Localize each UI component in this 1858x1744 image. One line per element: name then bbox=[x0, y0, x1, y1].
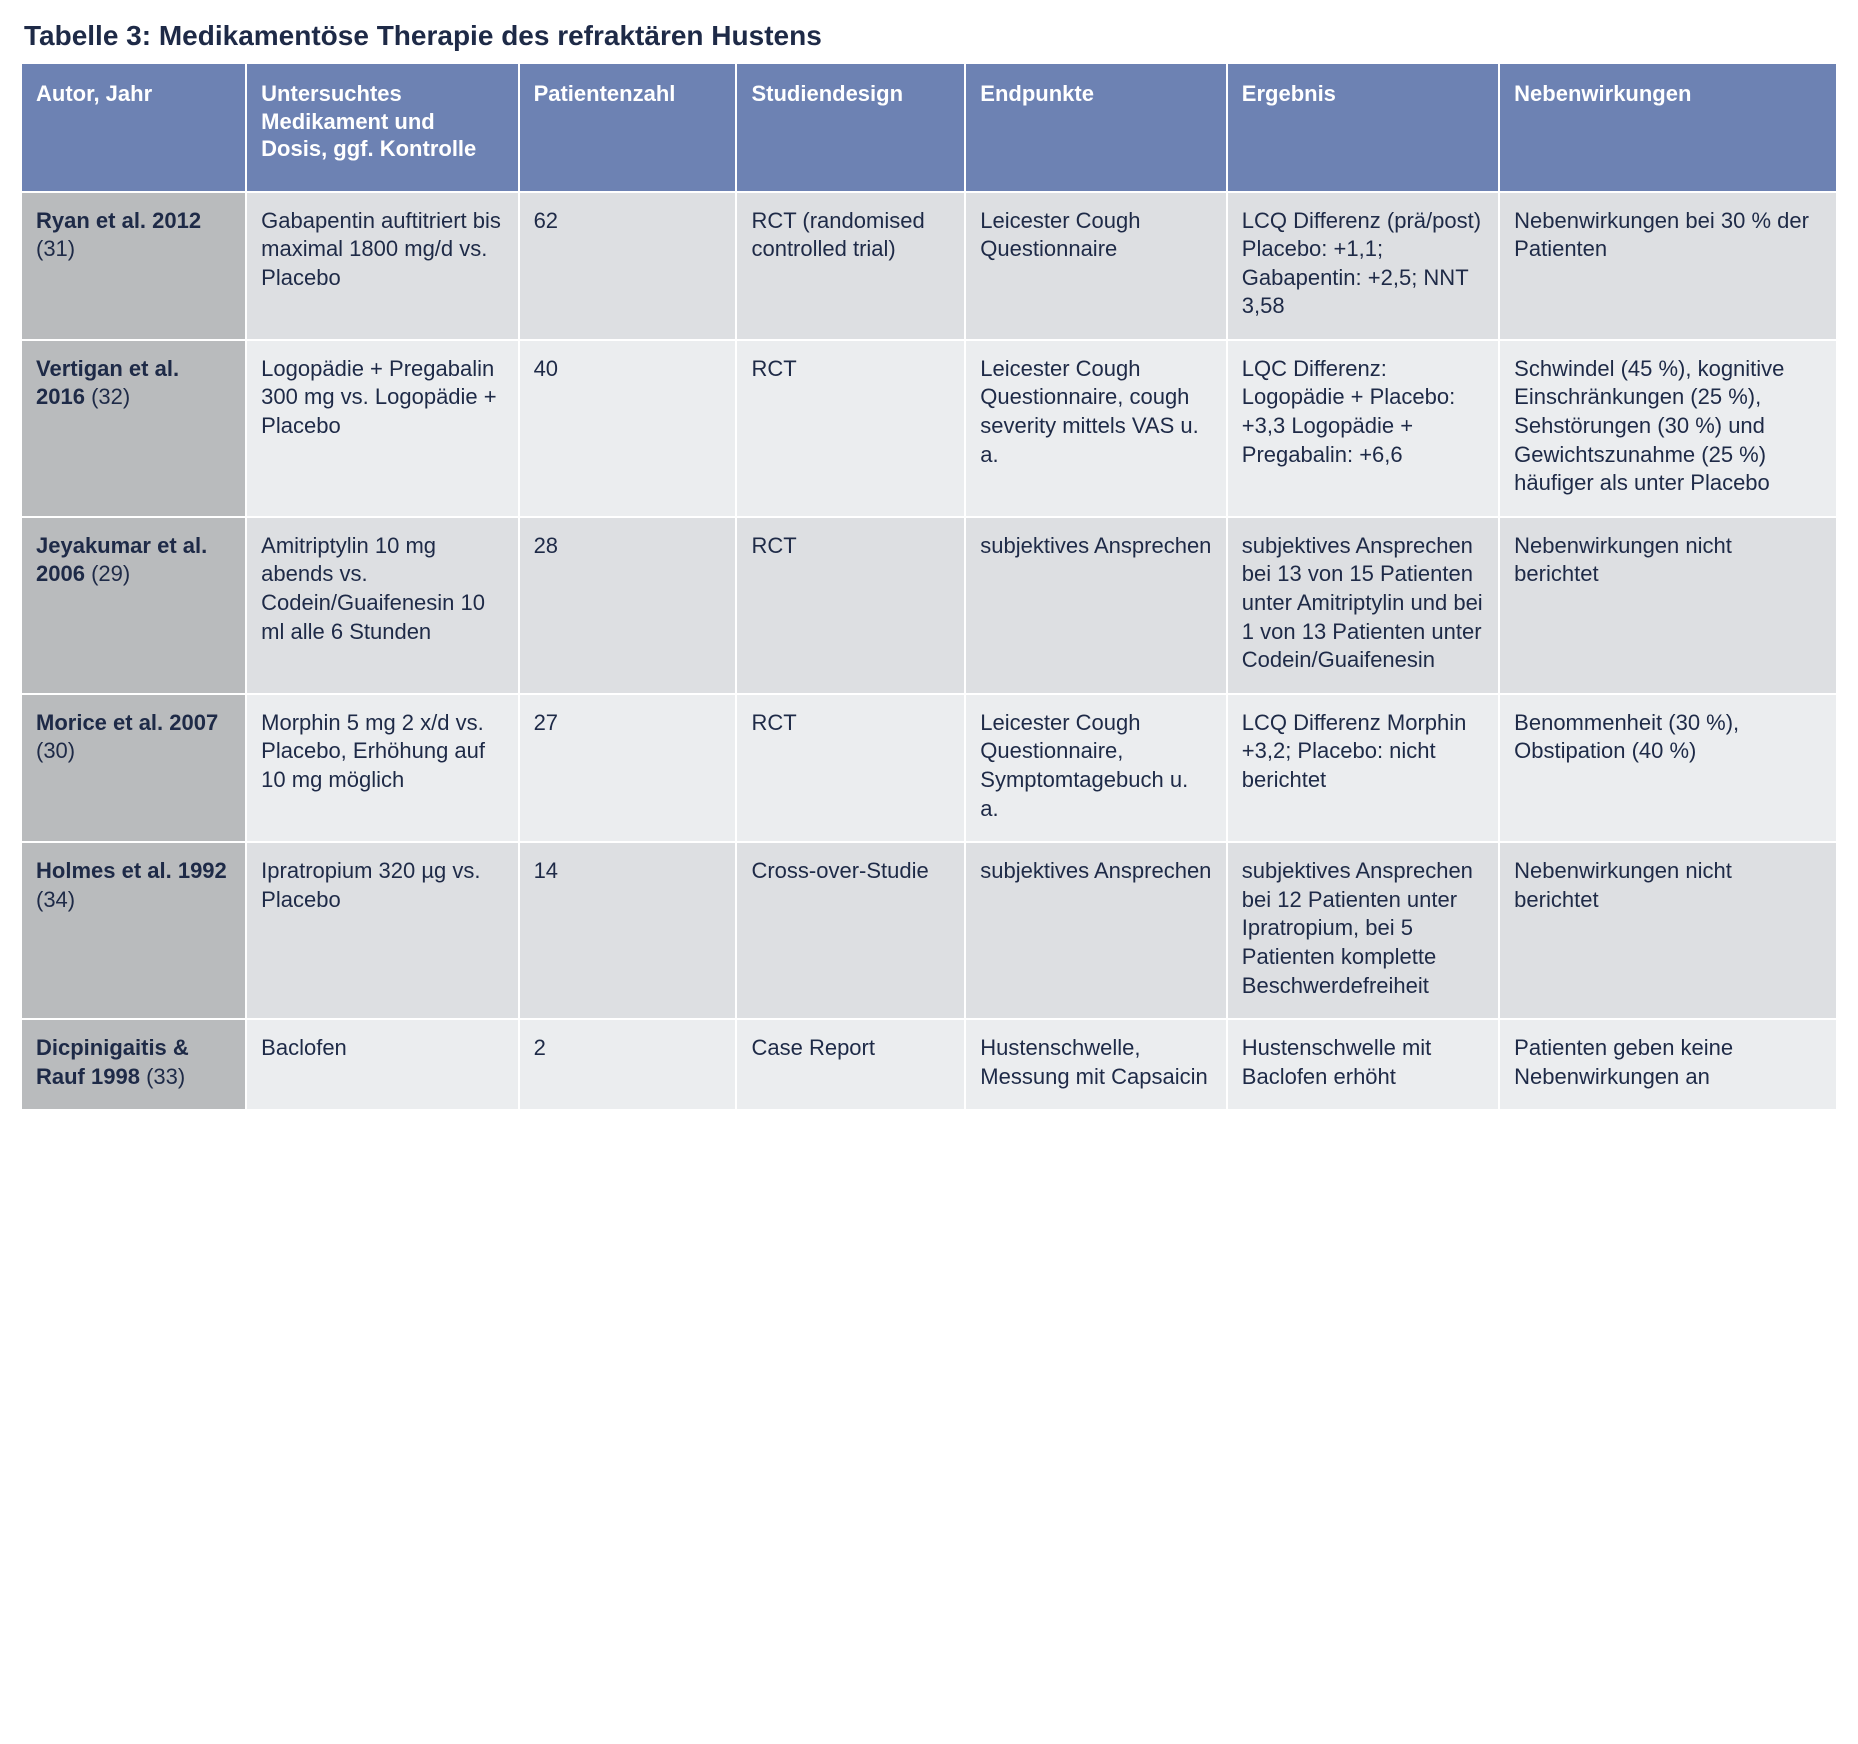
patienten-cell: 28 bbox=[519, 517, 737, 694]
endpunkte-cell: subjektives Ansprechen bbox=[965, 842, 1227, 1019]
design-cell: RCT (randomised controlled trial) bbox=[736, 192, 965, 340]
author-cell: Ryan et al. 2012 (31) bbox=[21, 192, 246, 340]
col-header: Ergebnis bbox=[1227, 63, 1499, 192]
endpunkte-cell: Leicester Cough Questionnaire, cough sev… bbox=[965, 340, 1227, 517]
col-header: Patientenzahl bbox=[519, 63, 737, 192]
medikament-cell: Amitriptylin 10 mg abends vs. Codein/Gua… bbox=[246, 517, 518, 694]
patienten-cell: 27 bbox=[519, 694, 737, 842]
medikament-cell: Gabapentin auftitriert bis maximal 1800 … bbox=[246, 192, 518, 340]
medikament-cell: Baclofen bbox=[246, 1019, 518, 1110]
endpunkte-cell: Leicester Cough Questionnaire bbox=[965, 192, 1227, 340]
neben-cell: Patienten geben keine Nebenwirkungen an bbox=[1499, 1019, 1837, 1110]
author-ref: (34) bbox=[36, 887, 75, 912]
col-header: Endpunkte bbox=[965, 63, 1227, 192]
author-name: Ryan et al. 2012 bbox=[36, 208, 201, 233]
author-ref: (33) bbox=[146, 1064, 185, 1089]
author-ref: (31) bbox=[36, 236, 75, 261]
patienten-cell: 2 bbox=[519, 1019, 737, 1110]
ergebnis-cell: LCQ Differenz Morphin +3,2; Placebo: nic… bbox=[1227, 694, 1499, 842]
endpunkte-cell: subjektives Ansprechen bbox=[965, 517, 1227, 694]
neben-cell: Schwindel (45 %), kognitive Einschränkun… bbox=[1499, 340, 1837, 517]
neben-cell: Benommenheit (30 %), Obstipation (40 %) bbox=[1499, 694, 1837, 842]
endpunkte-cell: Leicester Cough Questionnaire, Symptomta… bbox=[965, 694, 1227, 842]
ergebnis-cell: Hustenschwelle mit Baclofen erhöht bbox=[1227, 1019, 1499, 1110]
medikament-cell: Morphin 5 mg 2 x/d vs. Placebo, Erhöhung… bbox=[246, 694, 518, 842]
author-cell: Morice et al. 2007 (30) bbox=[21, 694, 246, 842]
table-row: Morice et al. 2007 (30)Morphin 5 mg 2 x/… bbox=[21, 694, 1837, 842]
patienten-cell: 40 bbox=[519, 340, 737, 517]
design-cell: RCT bbox=[736, 694, 965, 842]
author-name: Holmes et al. 1992 bbox=[36, 858, 227, 883]
medikament-cell: Logopädie + Pregabalin 300 mg vs. Logopä… bbox=[246, 340, 518, 517]
author-cell: Jeyakumar et al. 2006 (29) bbox=[21, 517, 246, 694]
table-row: Jeyakumar et al. 2006 (29)Amitriptylin 1… bbox=[21, 517, 1837, 694]
author-name: Morice et al. 2007 bbox=[36, 710, 218, 735]
col-header: Nebenwirkungen bbox=[1499, 63, 1837, 192]
design-cell: Case Report bbox=[736, 1019, 965, 1110]
table-container: Tabelle 3: Medikamentöse Therapie des re… bbox=[20, 20, 1838, 1111]
ergebnis-cell: subjektives Ansprechen bei 12 Patienten … bbox=[1227, 842, 1499, 1019]
author-cell: Dicpinigaitis & Rauf 1998 (33) bbox=[21, 1019, 246, 1110]
author-cell: Holmes et al. 1992 (34) bbox=[21, 842, 246, 1019]
table-row: Holmes et al. 1992 (34)Ipratropium 320 µ… bbox=[21, 842, 1837, 1019]
author-ref: (32) bbox=[91, 384, 130, 409]
col-header: Untersuchtes Medikament und Dosis, ggf. … bbox=[246, 63, 518, 192]
neben-cell: Nebenwirkungen nicht berichtet bbox=[1499, 842, 1837, 1019]
ergebnis-cell: LQC Differenz: Logopädie + Placebo: +3,3… bbox=[1227, 340, 1499, 517]
author-ref: (29) bbox=[91, 561, 130, 586]
design-cell: Cross-over-Studie bbox=[736, 842, 965, 1019]
author-ref: (30) bbox=[36, 738, 75, 763]
medikament-cell: Ipratropium 320 µg vs. Placebo bbox=[246, 842, 518, 1019]
table-title: Tabelle 3: Medikamentöse Therapie des re… bbox=[24, 20, 1838, 52]
ergebnis-cell: LCQ Differenz (prä/post) Placebo: +1,1; … bbox=[1227, 192, 1499, 340]
author-cell: Vertigan et al. 2016 (32) bbox=[21, 340, 246, 517]
table-row: Vertigan et al. 2016 (32)Logopädie + Pre… bbox=[21, 340, 1837, 517]
table-header-row: Autor, Jahr Untersuchtes Medikament und … bbox=[21, 63, 1837, 192]
endpunkte-cell: Hustenschwelle, Messung mit Capsaicin bbox=[965, 1019, 1227, 1110]
neben-cell: Nebenwirkungen nicht berichtet bbox=[1499, 517, 1837, 694]
col-header: Autor, Jahr bbox=[21, 63, 246, 192]
table-body: Ryan et al. 2012 (31)Gabapentin auftitri… bbox=[21, 192, 1837, 1111]
neben-cell: Nebenwirkungen bei 30 % der Patienten bbox=[1499, 192, 1837, 340]
table-row: Dicpinigaitis & Rauf 1998 (33)Baclofen2C… bbox=[21, 1019, 1837, 1110]
design-cell: RCT bbox=[736, 517, 965, 694]
col-header: Studien­design bbox=[736, 63, 965, 192]
table-row: Ryan et al. 2012 (31)Gabapentin auftitri… bbox=[21, 192, 1837, 340]
ergebnis-cell: subjektives Ansprechen bei 13 von 15 Pat… bbox=[1227, 517, 1499, 694]
design-cell: RCT bbox=[736, 340, 965, 517]
patienten-cell: 62 bbox=[519, 192, 737, 340]
patienten-cell: 14 bbox=[519, 842, 737, 1019]
therapy-table: Autor, Jahr Untersuchtes Medikament und … bbox=[20, 62, 1838, 1111]
